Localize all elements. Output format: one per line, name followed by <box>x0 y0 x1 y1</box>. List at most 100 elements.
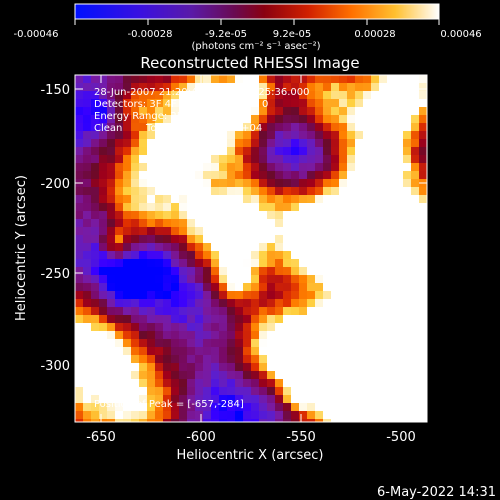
heatmap-pixel <box>355 235 364 244</box>
heatmap-pixel <box>251 195 260 204</box>
heatmap-pixel <box>411 195 420 204</box>
heatmap-pixel <box>235 339 244 348</box>
heatmap-pixel <box>291 147 300 156</box>
heatmap-pixel <box>379 195 388 204</box>
heatmap-pixel <box>275 227 284 236</box>
heatmap-pixel <box>371 123 380 132</box>
heatmap-pixel <box>363 139 372 148</box>
heatmap-pixel <box>203 219 212 228</box>
heatmap-pixel <box>315 403 324 412</box>
heatmap-pixel <box>115 315 124 324</box>
heatmap-pixel <box>171 395 180 404</box>
heatmap-pixel <box>227 235 236 244</box>
heatmap-pixel <box>259 403 268 412</box>
heatmap-pixel <box>147 363 156 372</box>
heatmap-pixel <box>299 251 308 260</box>
heatmap-pixel <box>243 163 252 172</box>
heatmap-pixel <box>219 411 228 420</box>
heatmap-pixel <box>339 115 348 124</box>
heatmap-pixel <box>227 395 236 404</box>
heatmap-pixel <box>211 219 220 228</box>
heatmap-pixel <box>323 187 332 196</box>
heatmap-pixel <box>411 323 420 332</box>
heatmap-pixel <box>83 83 92 92</box>
heatmap-pixel <box>283 347 292 356</box>
heatmap-pixel <box>307 235 316 244</box>
heatmap-pixel <box>347 75 356 84</box>
heatmap-pixel <box>307 307 316 316</box>
heatmap-pixel <box>107 283 116 292</box>
heatmap-pixel <box>115 211 124 220</box>
heatmap-pixel <box>99 347 108 356</box>
heatmap-pixel <box>131 107 140 116</box>
heatmap-pixel <box>75 291 84 300</box>
heatmap-pixel <box>299 339 308 348</box>
heatmap-pixel <box>299 123 308 132</box>
heatmap-pixel <box>291 171 300 180</box>
heatmap-pixel <box>171 379 180 388</box>
heatmap-pixel <box>187 147 196 156</box>
heatmap-pixel <box>419 219 427 228</box>
heatmap-pixel <box>307 379 316 388</box>
heatmap-pixel <box>155 291 164 300</box>
heatmap-pixel <box>83 227 92 236</box>
heatmap-pixel <box>155 307 164 316</box>
heatmap-pixel <box>219 371 228 380</box>
heatmap-pixel <box>131 75 140 84</box>
heatmap-pixel <box>387 211 396 220</box>
heatmap-pixel <box>275 139 284 148</box>
heatmap-pixel <box>371 91 380 100</box>
heatmap-pixel <box>283 179 292 188</box>
heatmap-pixel <box>131 139 140 148</box>
heatmap-pixel <box>315 75 324 84</box>
heatmap-pixel <box>123 163 132 172</box>
heatmap-pixel <box>419 371 427 380</box>
heatmap-pixel <box>187 371 196 380</box>
heatmap-pixel <box>315 155 324 164</box>
heatmap-pixel <box>123 235 132 244</box>
heatmap-pixel <box>243 99 252 108</box>
heatmap-pixel <box>299 299 308 308</box>
heatmap-pixel <box>299 275 308 284</box>
heatmap-pixel <box>115 203 124 212</box>
heatmap-pixel <box>107 219 116 228</box>
heatmap-pixel <box>267 283 276 292</box>
heatmap-pixel <box>147 227 156 236</box>
heatmap-pixel <box>219 251 228 260</box>
heatmap-pixel <box>171 115 180 124</box>
heatmap-pixel <box>259 379 268 388</box>
heatmap-pixel <box>339 331 348 340</box>
heatmap-pixel <box>379 139 388 148</box>
heatmap-pixel <box>339 203 348 212</box>
heatmap-pixel <box>251 243 260 252</box>
heatmap-pixel <box>283 291 292 300</box>
heatmap-pixel <box>155 203 164 212</box>
heatmap-pixel <box>131 115 140 124</box>
heatmap-pixel <box>403 347 412 356</box>
heatmap-pixel <box>171 227 180 236</box>
heatmap-pixel <box>251 347 260 356</box>
colorbar-tick-label: 0.00046 <box>440 29 481 40</box>
heatmap-pixel <box>347 307 356 316</box>
heatmap-pixel <box>379 219 388 228</box>
heatmap-pixel <box>91 179 100 188</box>
heatmap-pixel <box>403 339 412 348</box>
heatmap-pixel <box>243 251 252 260</box>
heatmap-pixel <box>139 99 148 108</box>
heatmap-pixel <box>195 83 204 92</box>
heatmap-pixel <box>227 315 236 324</box>
heatmap-pixel <box>99 203 108 212</box>
heatmap-pixel <box>91 315 100 324</box>
heatmap-pixel <box>403 291 412 300</box>
heatmap-pixel <box>211 91 220 100</box>
heatmap-pixel <box>307 347 316 356</box>
heatmap-pixel <box>243 331 252 340</box>
heatmap-pixel <box>339 155 348 164</box>
heatmap-pixel <box>115 267 124 276</box>
heatmap-pixel <box>259 411 268 420</box>
heatmap-pixel <box>363 131 372 140</box>
heatmap-pixel <box>291 379 300 388</box>
heatmap-pixel <box>99 243 108 252</box>
heatmap-pixel <box>235 283 244 292</box>
heatmap-pixel <box>339 131 348 140</box>
